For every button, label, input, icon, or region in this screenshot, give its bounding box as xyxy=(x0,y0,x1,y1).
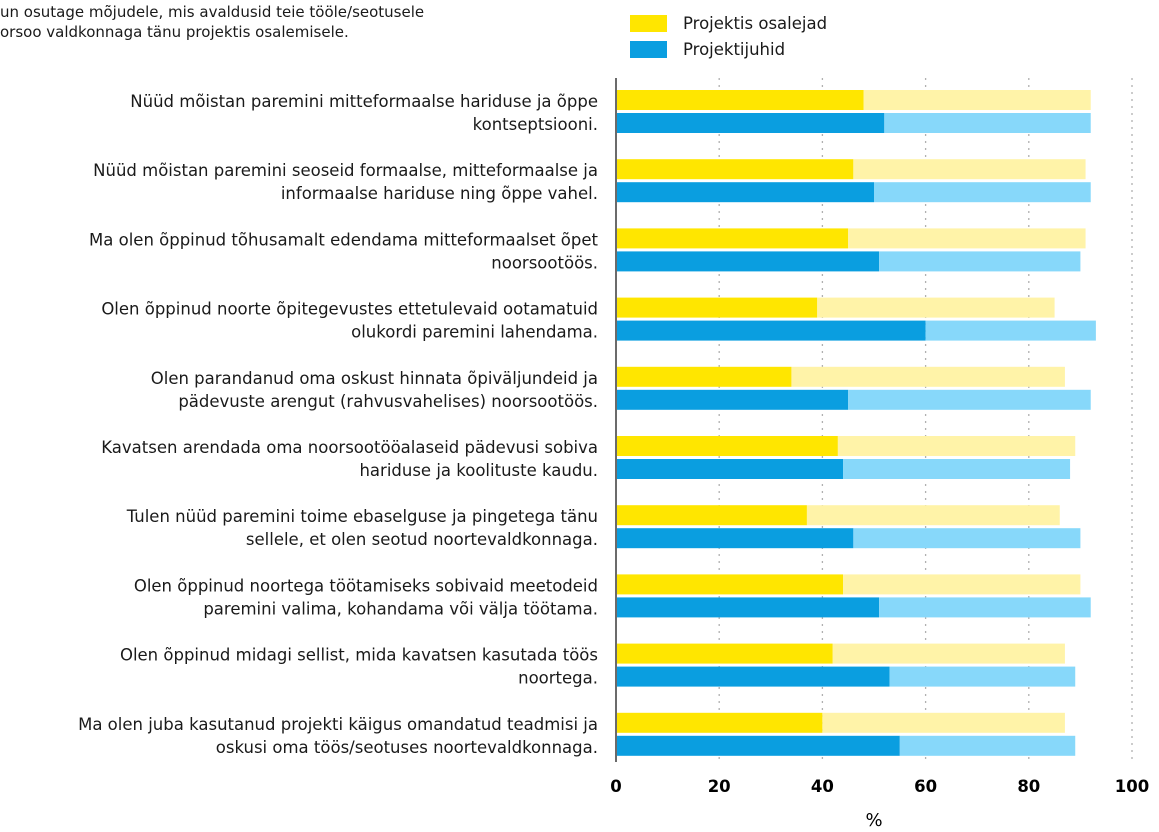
x-tick-label-20: 20 xyxy=(708,777,731,796)
bar-leaders-main-5 xyxy=(616,389,849,410)
bar-participants-rest-7 xyxy=(806,505,1060,526)
bar-participants-rest-10 xyxy=(822,712,1065,733)
bar-participants-rest-4 xyxy=(817,297,1055,318)
category-label-3-line-1: Ma olen õppinud tõhusamalt edendama mitt… xyxy=(89,230,599,249)
category-label-4-line-2: olukordi paremini lahendama. xyxy=(351,323,598,342)
bar-leaders-main-7 xyxy=(616,528,854,549)
bar-leaders-main-1 xyxy=(616,113,885,133)
bar-leaders-rest-6 xyxy=(843,459,1071,479)
category-label-2-line-1: Nüüd mõistan paremini seoseid formaalse,… xyxy=(93,161,598,180)
bar-participants-main-10 xyxy=(616,712,823,733)
bar-participants-main-9 xyxy=(616,643,833,664)
legend-swatch-1 xyxy=(630,15,667,32)
bar-participants-main-6 xyxy=(616,436,838,456)
legend: Projektis osalejad Projektijuhid xyxy=(630,14,827,59)
bar-leaders-main-2 xyxy=(616,182,874,203)
bar-participants-rest-1 xyxy=(863,90,1091,110)
bar-participants-main-1 xyxy=(616,90,864,110)
bar-participants-main-2 xyxy=(616,159,854,180)
bar-leaders-main-10 xyxy=(616,735,900,756)
legend-label-2: Projektijuhid xyxy=(683,40,785,59)
category-label-6-line-2: hariduse ja koolituste kaudu. xyxy=(359,461,598,480)
bar-leaders-rest-8 xyxy=(879,597,1091,618)
bar-participants-main-5 xyxy=(616,366,792,387)
category-label-10-line-1: Ma olen juba kasutanud projekti käigus o… xyxy=(78,715,598,734)
x-tick-labels: 0 20 40 60 80 100 xyxy=(610,777,1149,796)
bar-leaders-rest-9 xyxy=(889,666,1076,687)
category-label-5-line-2: pädevuste arengut (rahvusvahelises) noor… xyxy=(178,392,598,411)
category-label-9-line-2: noortega. xyxy=(518,669,598,688)
bar-leaders-main-9 xyxy=(616,666,890,687)
category-label-4-line-1: Olen õppinud noorte õpitegevustes ettetu… xyxy=(101,300,598,319)
bar-participants-rest-5 xyxy=(791,366,1065,387)
x-tick-label-80: 80 xyxy=(1017,777,1040,796)
bar-leaders-rest-4 xyxy=(925,320,1096,341)
x-axis-title: % xyxy=(865,810,882,831)
category-label-1-line-1: Nüüd mõistan paremini mitteformaalse har… xyxy=(130,92,598,111)
category-label-6-line-1: Kavatsen arendada oma noorsootööalaseid … xyxy=(101,438,598,457)
category-label-3-line-2: noorsootöös. xyxy=(491,253,598,272)
bar-participants-main-3 xyxy=(616,228,849,249)
bar-leaders-main-6 xyxy=(616,459,844,479)
category-label-9-line-1: Olen õppinud midagi sellist, mida kavats… xyxy=(120,646,598,665)
bar-leaders-main-3 xyxy=(616,251,880,272)
bar-participants-main-4 xyxy=(616,297,818,318)
bar-participants-rest-8 xyxy=(843,574,1081,595)
legend-label-1: Projektis osalejad xyxy=(683,14,827,33)
bar-leaders-rest-7 xyxy=(853,528,1081,549)
bar-leaders-rest-1 xyxy=(884,113,1091,133)
bar-participants-main-8 xyxy=(616,574,844,595)
bar-participants-rest-2 xyxy=(853,159,1086,180)
category-label-7-line-1: Tulen nüüd paremini toime ebaselguse ja … xyxy=(126,507,598,526)
x-tick-label-0: 0 xyxy=(610,777,621,796)
category-labels: Nüüd mõistan paremini mitteformaalse har… xyxy=(78,92,598,757)
category-label-10-line-2: oskusi oma töös/seotuses noortevaldkonna… xyxy=(216,738,598,757)
category-label-8-line-1: Olen õppinud noortega töötamiseks sobiva… xyxy=(134,576,598,595)
bar-participants-main-7 xyxy=(616,505,807,526)
bar-participants-rest-6 xyxy=(837,436,1076,456)
x-tick-label-60: 60 xyxy=(914,777,937,796)
category-label-7-line-2: sellele, et olen seotud noortevaldkonnag… xyxy=(246,530,598,549)
x-tick-label-40: 40 xyxy=(811,777,834,796)
category-label-2-line-2: informaalse hariduse ning õppe vahel. xyxy=(281,184,598,203)
bars xyxy=(616,90,1096,756)
category-label-5-line-1: Olen parandanud oma oskust hinnata õpivä… xyxy=(151,369,598,388)
category-label-1-line-2: kontseptsiooni. xyxy=(473,115,598,134)
bar-participants-rest-9 xyxy=(832,643,1065,664)
bar-leaders-rest-2 xyxy=(874,182,1091,203)
bar-leaders-main-4 xyxy=(616,320,926,341)
bar-leaders-rest-10 xyxy=(899,735,1076,756)
bar-leaders-main-8 xyxy=(616,597,880,618)
legend-swatch-2 xyxy=(630,41,667,58)
bar-leaders-rest-3 xyxy=(879,251,1081,272)
x-tick-label-100: 100 xyxy=(1115,777,1149,796)
intro-text: un osutage mõjudele, mis avaldusid teie … xyxy=(0,3,425,41)
bar-participants-rest-3 xyxy=(848,228,1086,249)
category-label-8-line-2: paremini valima, kohandama või välja töö… xyxy=(203,599,598,618)
bar-leaders-rest-5 xyxy=(848,389,1091,410)
